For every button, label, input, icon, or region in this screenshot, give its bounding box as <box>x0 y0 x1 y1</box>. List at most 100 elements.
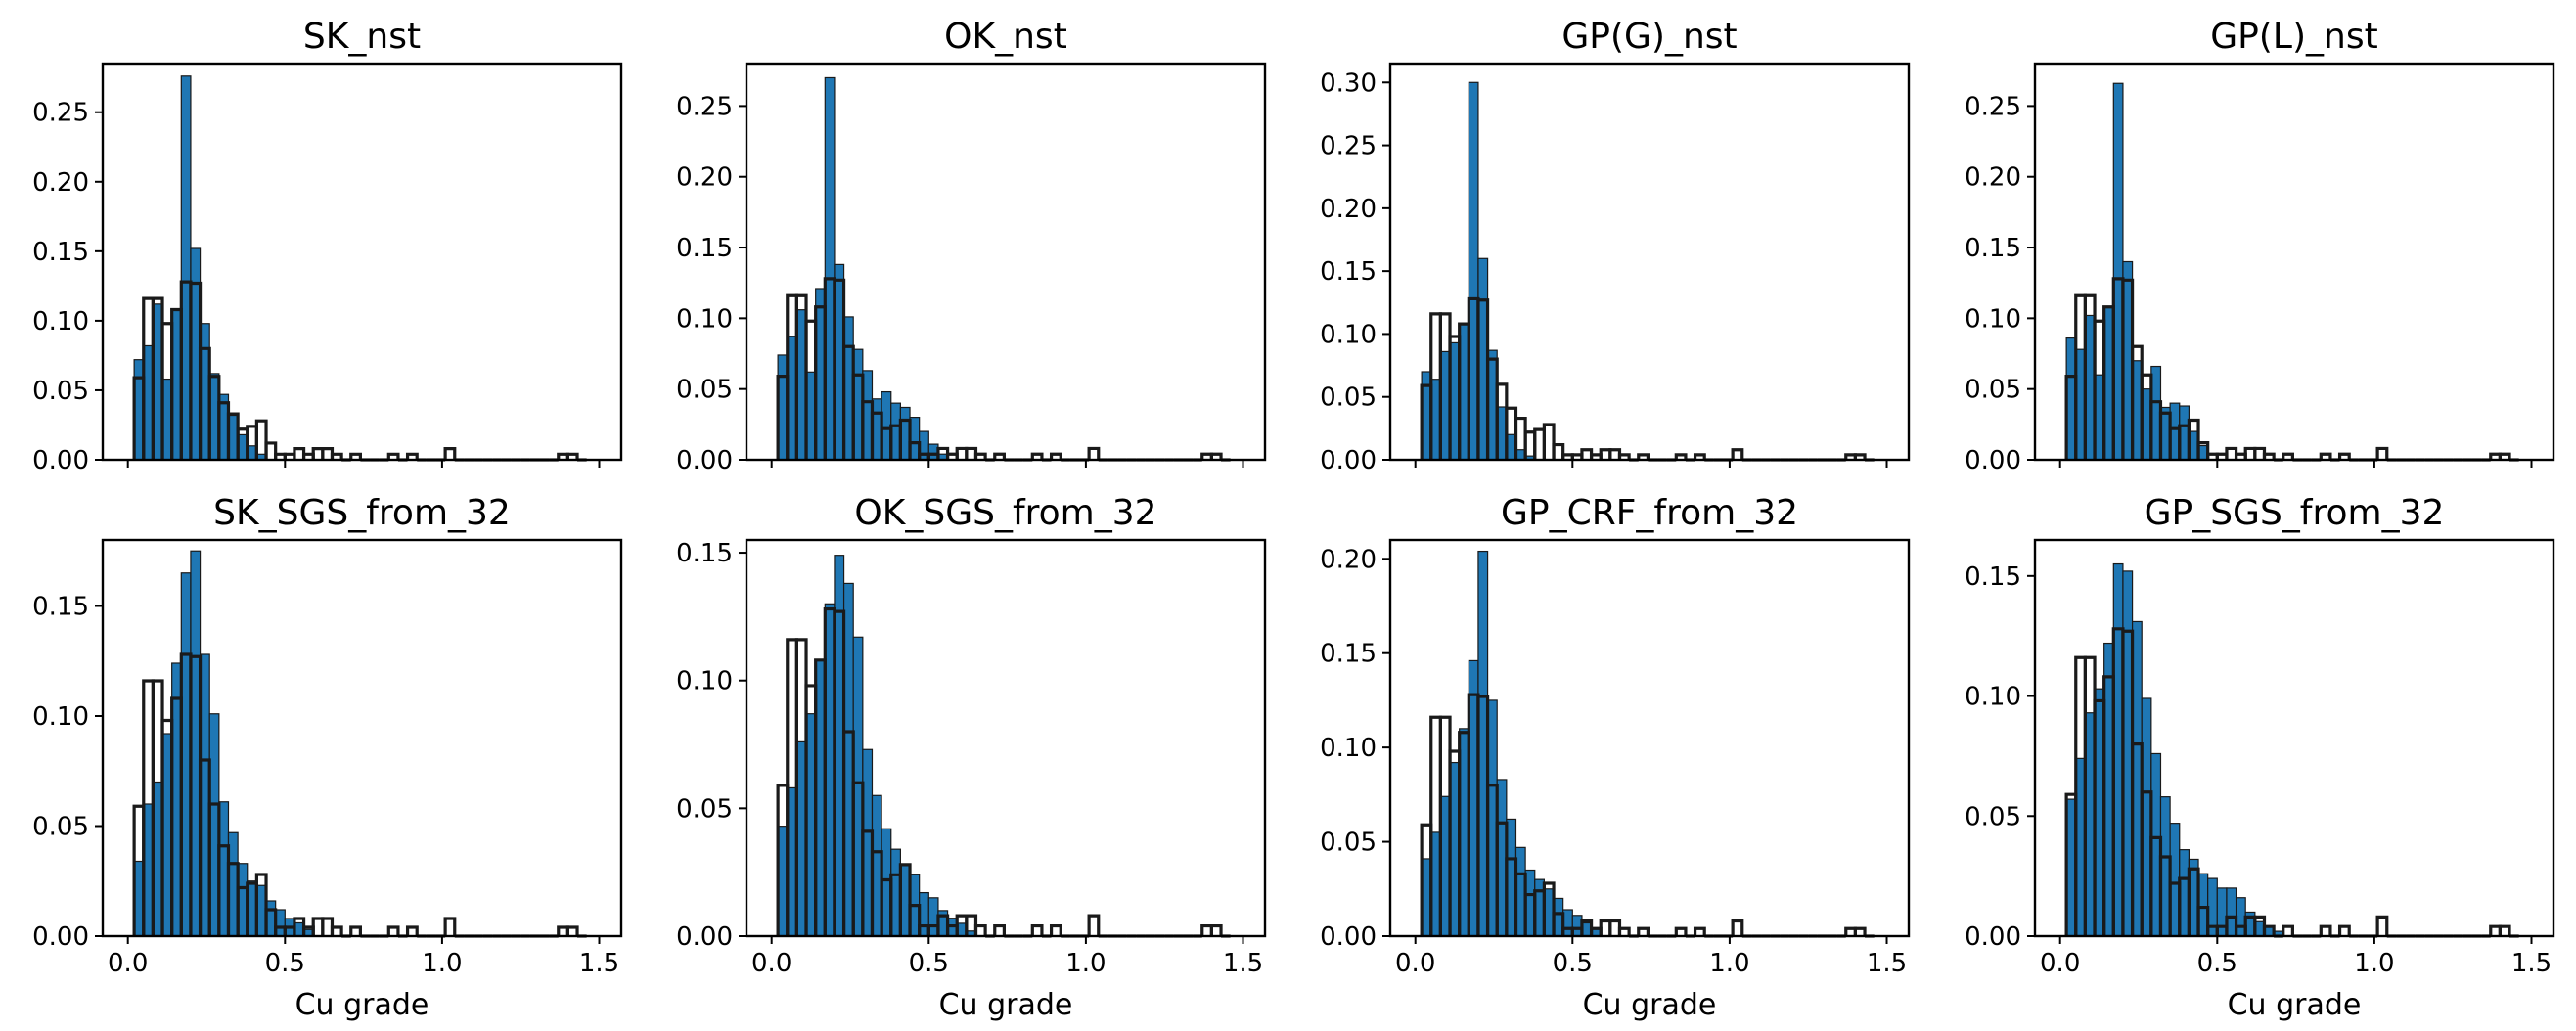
x-axis-label: Cu grade <box>1583 988 1717 1022</box>
y-tick-label: 0.00 <box>1965 446 2021 475</box>
data-bin-outline <box>2498 924 2511 936</box>
y-tick-label: 0.30 <box>1320 68 1377 98</box>
data-bin-outline <box>349 925 362 936</box>
data-bin-outline <box>908 904 922 936</box>
data-bin-outline <box>973 452 987 460</box>
data-bin-outline <box>898 863 912 936</box>
axes-frame <box>101 538 623 938</box>
chart-title: OK_SGS_from_32 <box>854 493 1156 533</box>
y-tick-label: 0.10 <box>1965 304 2021 334</box>
data-bin-outline <box>1552 912 1565 936</box>
y-tick-label: 0.25 <box>1320 132 1377 161</box>
data-bin-outline <box>1209 923 1223 936</box>
chart-panel-8: GP_SGS_from_32 0.00 0.05 0.10 0.15 0.0 0.5 1.0 1… <box>1965 493 2555 1022</box>
data-bin-outline <box>386 925 400 936</box>
data-bin-outline <box>1853 453 1867 460</box>
chart-panel-1: SK_nst 0.00 0.05 0.10 0.15 0.20 0.25 <box>32 17 623 475</box>
data-bin-outline <box>1731 919 1744 936</box>
data-bin-outline <box>2282 452 2294 460</box>
y-tick-label: 0.05 <box>676 794 733 824</box>
y-tick-label: 0.10 <box>1320 320 1377 349</box>
x-tick-label: 1.0 <box>1065 949 1106 978</box>
x-tick-label: 1.0 <box>1709 949 1749 978</box>
data-bin-outline <box>993 452 1006 460</box>
data-bin-outline <box>330 452 343 460</box>
y-tick-label: 0.00 <box>676 922 733 952</box>
y-tick-label: 0.20 <box>676 163 733 193</box>
data-bin-outline <box>2262 924 2276 936</box>
y-tick-label: 0.10 <box>676 304 733 334</box>
y-tick-label: 0.15 <box>676 539 733 568</box>
data-bin-outline <box>1552 442 1565 460</box>
data-bin-outline <box>2498 452 2511 460</box>
x-tick-label: 0.0 <box>751 949 791 978</box>
data-bin-outline <box>1049 923 1062 936</box>
data-bin-outline <box>2375 446 2389 460</box>
data-bin-outline <box>1693 453 1706 460</box>
data-bin-outline <box>264 441 278 460</box>
data-bin-outline <box>973 923 987 936</box>
data-bin-outline <box>2375 915 2389 936</box>
y-tick-label: 0.10 <box>676 667 733 696</box>
x-tick-label: 1.5 <box>2511 949 2552 978</box>
y-tick-label: 0.20 <box>1320 195 1377 224</box>
data-bin-outline <box>1542 423 1556 460</box>
data-bin-outline <box>2196 905 2210 936</box>
y-tick-label: 0.05 <box>676 376 733 405</box>
chart-panel-5: SK_SGS_from_32 0.00 0.05 0.10 0.15 0.0 0.5 1.0 1… <box>32 493 623 1022</box>
chart-panel-7: GP_CRF_from_32 0.00 0.05 0.10 0.15 0.20 0.0 0.5… <box>1320 493 1911 1022</box>
axes-frame <box>1388 62 1911 462</box>
y-tick-label: 0.25 <box>32 99 89 128</box>
y-tick-label: 0.10 <box>32 307 89 336</box>
data-bin-outline <box>443 447 457 460</box>
data-bin-outline <box>1674 453 1688 460</box>
y-tick-label: 0.25 <box>676 92 733 121</box>
data-bin-outline <box>908 441 922 460</box>
y-tick-label: 0.15 <box>1965 562 2021 592</box>
data-bin-outline <box>405 925 419 936</box>
y-tick-label: 0.05 <box>32 377 89 406</box>
y-tick-label: 0.05 <box>1320 383 1377 413</box>
y-tick-label: 0.25 <box>1965 92 2021 121</box>
data-bin-outline <box>443 917 457 936</box>
data-bin-outline <box>386 452 400 460</box>
chart-title: SK_nst <box>303 17 421 57</box>
y-tick-label: 0.15 <box>676 234 733 263</box>
y-tick-label: 0.15 <box>1965 234 2021 263</box>
chart-title: SK_SGS_from_32 <box>213 493 511 533</box>
chart-title: GP(G)_nst <box>1561 17 1737 57</box>
data-bin-outline <box>2337 452 2351 460</box>
y-tick-label: 0.05 <box>1965 802 2021 831</box>
axes-frame <box>2033 62 2555 462</box>
x-axis-label: Cu grade <box>295 988 429 1022</box>
y-tick-label: 0.00 <box>32 446 89 475</box>
x-axis-label: Cu grade <box>2228 988 2362 1022</box>
chart-panel-2: OK_nst 0.00 0.05 0.10 0.15 0.20 0.25 <box>676 17 1267 475</box>
x-tick-label: 0.0 <box>108 949 148 978</box>
y-tick-label: 0.20 <box>1320 545 1377 574</box>
data-bin-outline <box>1087 914 1101 936</box>
data-bin-outline <box>254 873 268 936</box>
chart-panel-4: GP(L)_nst 0.00 0.05 0.10 0.15 0.20 0.25 <box>1965 17 2555 475</box>
data-bin-outline <box>1853 926 1867 936</box>
y-tick-label: 0.10 <box>32 702 89 732</box>
data-bin-outline <box>2187 867 2200 936</box>
data-bin-outline <box>2262 452 2276 460</box>
data-bin-outline <box>1731 448 1744 460</box>
x-tick-label: 0.5 <box>1553 949 1593 978</box>
x-tick-label: 1.5 <box>579 949 619 978</box>
y-tick-label: 0.20 <box>32 168 89 198</box>
data-bin-outline <box>405 452 419 460</box>
data-bin-outline <box>565 925 579 936</box>
y-tick-label: 0.00 <box>32 922 89 952</box>
data-bin-outline <box>1637 926 1650 936</box>
data-bin-outline <box>1209 452 1223 460</box>
axes-frame <box>745 62 1267 462</box>
x-axis-label: Cu grade <box>939 988 1073 1022</box>
x-tick-label: 0.0 <box>1395 949 1435 978</box>
y-tick-label: 0.20 <box>1965 163 2021 193</box>
data-bin-outline <box>1030 452 1044 460</box>
y-tick-label: 0.15 <box>1320 640 1377 669</box>
y-tick-label: 0.15 <box>32 238 89 267</box>
